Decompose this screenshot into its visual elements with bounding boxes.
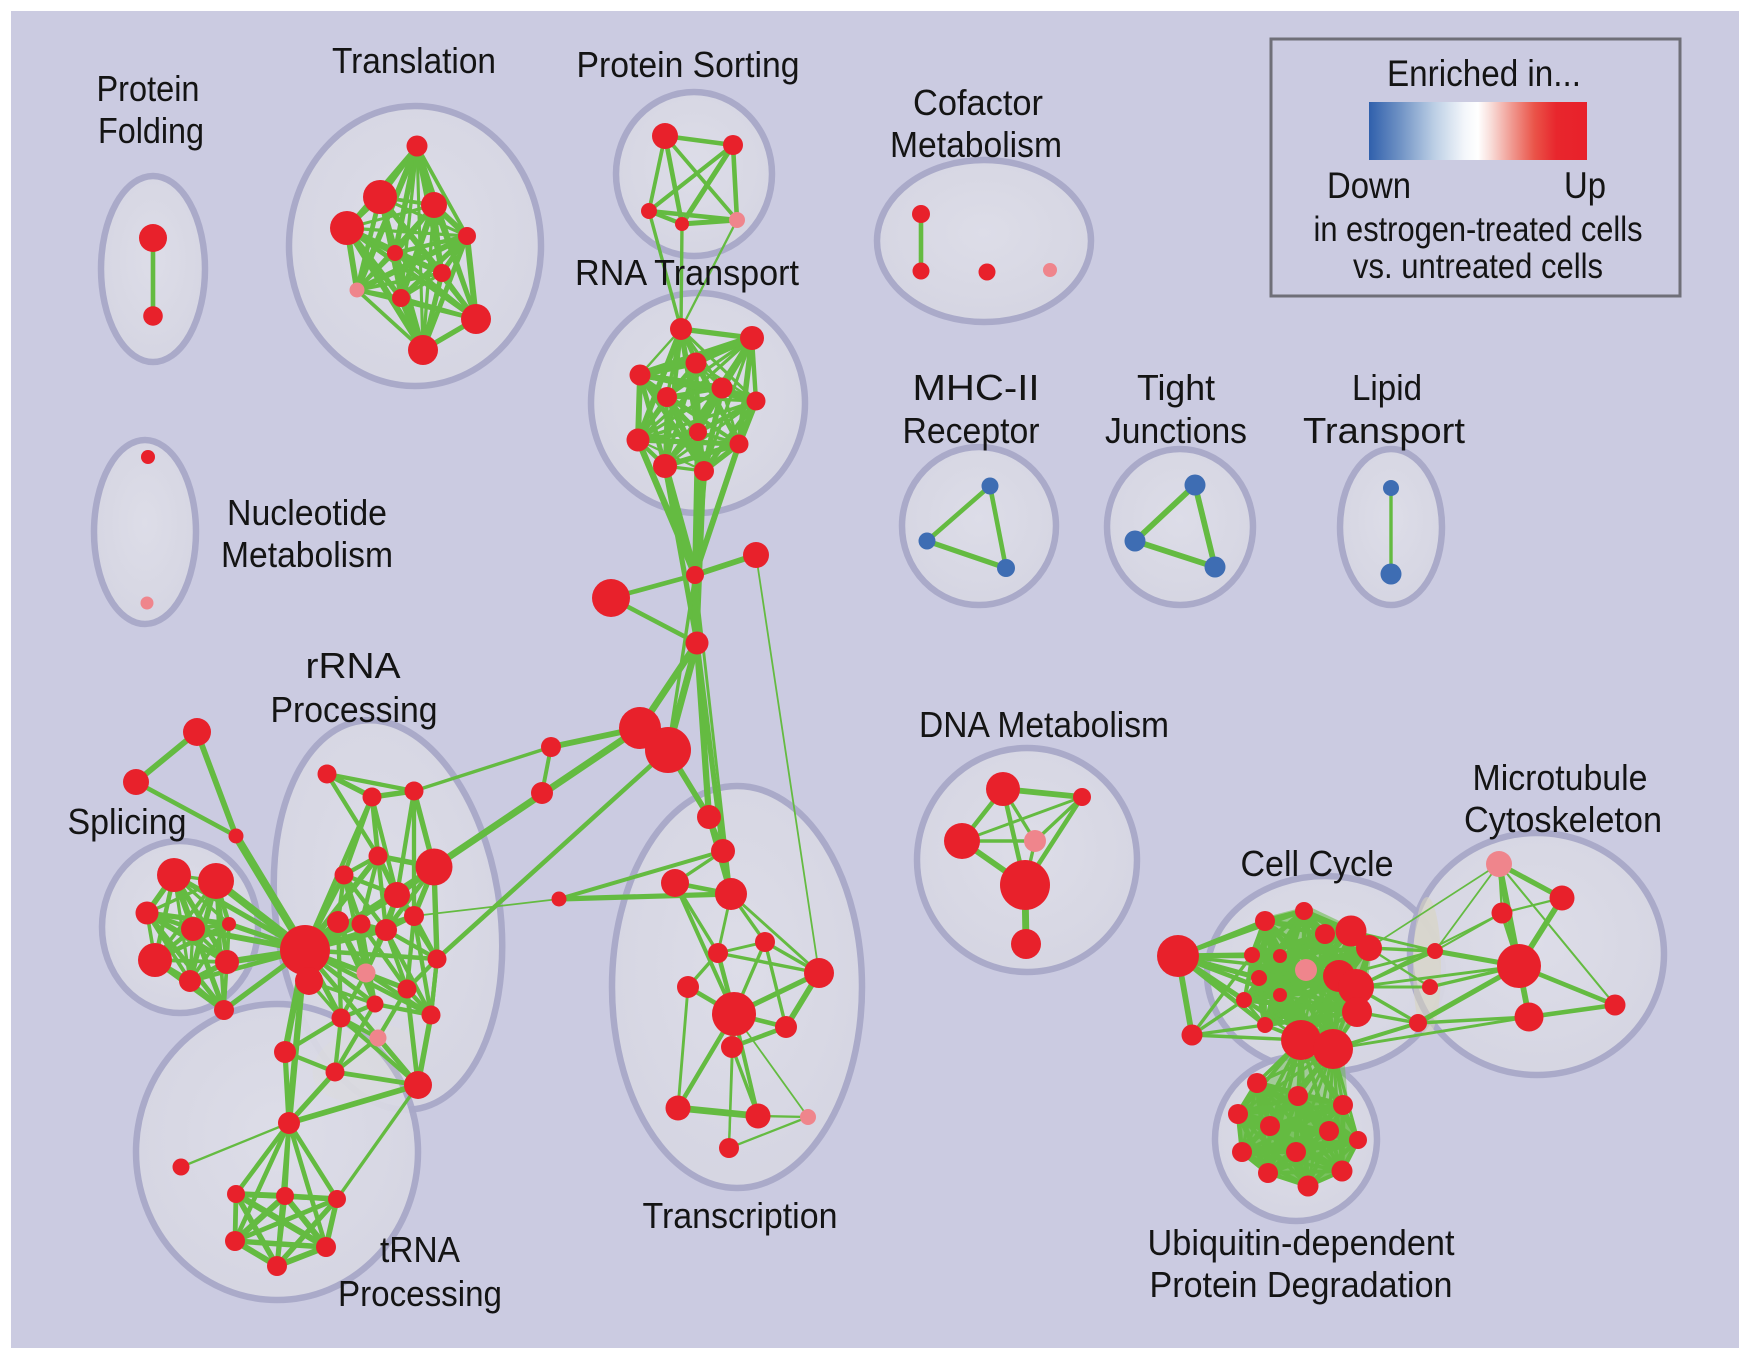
svg-text:Transcription: Transcription — [643, 1195, 838, 1236]
svg-text:in estrogen-treated cells: in estrogen-treated cells — [1314, 210, 1643, 249]
svg-text:Protein: Protein — [97, 68, 200, 109]
svg-text:Up: Up — [1564, 165, 1606, 206]
svg-text:DNA Metabolism: DNA Metabolism — [919, 704, 1169, 745]
svg-text:RNA Transport: RNA Transport — [575, 252, 799, 293]
svg-text:Down: Down — [1327, 165, 1411, 206]
svg-text:Protein Degradation: Protein Degradation — [1150, 1264, 1453, 1305]
svg-text:Cytoskeleton: Cytoskeleton — [1464, 799, 1662, 840]
svg-text:Microtubule: Microtubule — [1473, 757, 1648, 798]
svg-text:Cell Cycle: Cell Cycle — [1241, 843, 1394, 884]
svg-text:Metabolism: Metabolism — [221, 534, 393, 575]
svg-text:Protein Sorting: Protein Sorting — [577, 44, 800, 85]
svg-text:MHC-II: MHC-II — [913, 367, 1040, 408]
svg-text:Receptor: Receptor — [903, 410, 1040, 451]
svg-text:Transport: Transport — [1303, 410, 1465, 451]
svg-text:Enriched in...: Enriched in... — [1387, 53, 1581, 94]
svg-text:Junctions: Junctions — [1105, 410, 1247, 451]
svg-text:tRNA: tRNA — [380, 1229, 460, 1270]
svg-text:rRNA: rRNA — [306, 645, 401, 686]
svg-text:Lipid: Lipid — [1352, 367, 1422, 408]
svg-text:Translation: Translation — [332, 40, 496, 81]
svg-text:Ubiquitin-dependent: Ubiquitin-dependent — [1148, 1222, 1455, 1263]
svg-text:Processing: Processing — [271, 689, 438, 730]
svg-text:Tight: Tight — [1137, 367, 1215, 408]
svg-text:Splicing: Splicing — [68, 801, 187, 842]
svg-text:Nucleotide: Nucleotide — [227, 492, 387, 533]
svg-text:Cofactor: Cofactor — [913, 82, 1043, 123]
svg-text:Metabolism: Metabolism — [890, 124, 1062, 165]
svg-text:Processing: Processing — [338, 1273, 502, 1314]
svg-text:vs. untreated cells: vs. untreated cells — [1353, 247, 1603, 286]
svg-text:Folding: Folding — [98, 110, 204, 151]
